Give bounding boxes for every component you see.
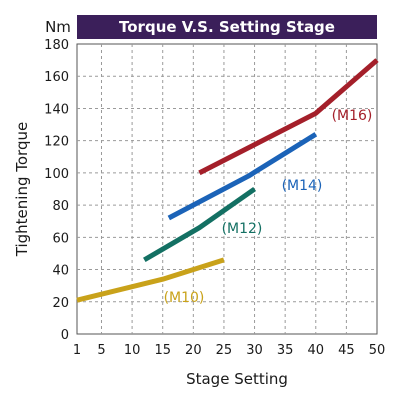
- y-tick-label: 60: [52, 231, 69, 246]
- y-tick-label: 40: [52, 264, 69, 279]
- y-axis-title: Tightening Torque: [13, 122, 31, 257]
- x-tick-label: 5: [97, 343, 105, 358]
- x-tick-label: 25: [216, 343, 233, 358]
- y-tick-label: 0: [61, 328, 69, 343]
- series-line-m12: [143, 186, 257, 263]
- y-tick-label: 140: [44, 102, 69, 117]
- x-tick-label: 40: [308, 343, 325, 358]
- x-tick-label: 50: [369, 343, 386, 358]
- y-tick-label: 100: [44, 167, 69, 182]
- y-axis-ticks: 0 20 40 60 80 100 120 140 160 180: [44, 38, 69, 343]
- chart-title: Torque V.S. Setting Stage: [119, 18, 335, 36]
- x-tick-label: 10: [124, 343, 141, 358]
- x-tick-label: 35: [277, 343, 294, 358]
- series-line-m14: [167, 132, 318, 221]
- series-label-m14: (M14): [282, 178, 323, 194]
- series-group: [76, 58, 379, 303]
- series-label-m10: (M10): [164, 290, 205, 306]
- y-tick-label: 160: [44, 70, 69, 85]
- y-tick-label: 20: [52, 296, 69, 311]
- series-line-m16: [198, 58, 379, 176]
- x-tick-label: 45: [338, 343, 355, 358]
- x-tick-label: 1: [73, 343, 81, 358]
- series-line-m10: [76, 257, 225, 303]
- x-tick-label: 20: [185, 343, 202, 358]
- y-unit-label: Nm: [45, 18, 71, 36]
- series-label-m12: (M12): [222, 221, 263, 237]
- y-tick-label: 180: [44, 38, 69, 53]
- x-tick-label: 15: [154, 343, 171, 358]
- title-bar: [77, 15, 377, 39]
- series-label-m16: (M16): [332, 108, 373, 124]
- x-axis-title: Stage Setting: [186, 370, 288, 388]
- x-tick-label: 30: [246, 343, 263, 358]
- x-axis-ticks: 1 5 10 15 20 25 30 35 40 45 50: [73, 343, 385, 358]
- y-tick-label: 80: [52, 199, 69, 214]
- y-tick-label: 120: [44, 135, 69, 150]
- series-labels: (M10) (M12) (M14) (M16): [164, 108, 373, 306]
